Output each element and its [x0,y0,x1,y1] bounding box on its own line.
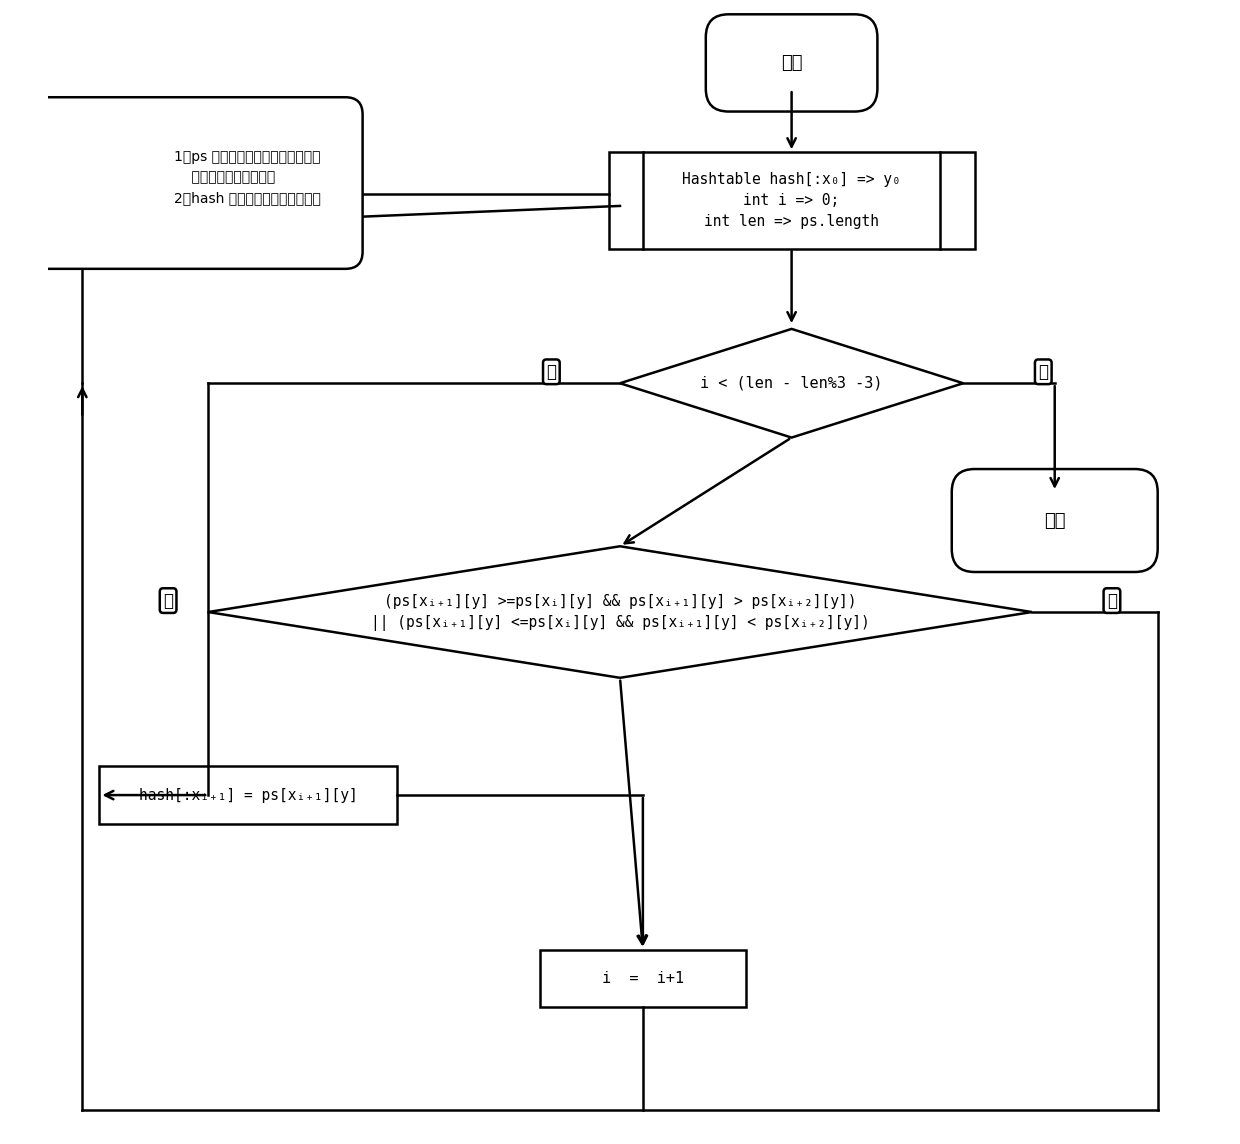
Text: i  =  i+1: i = i+1 [601,970,684,986]
Bar [99,766,397,824]
Bar [539,950,745,1007]
FancyBboxPatch shape [706,15,878,111]
Text: 开始: 开始 [781,54,802,72]
Polygon shape [208,546,1032,677]
Text: Hashtable hash[:x₀] => y₀
int i => 0;
int len => ps.length: Hashtable hash[:x₀] => y₀ int i => 0; in… [682,172,901,229]
Bar [609,152,975,249]
FancyBboxPatch shape [952,469,1158,572]
Text: 否: 否 [1038,363,1048,381]
Text: 是: 是 [164,591,174,610]
Text: hash[:xᵢ₊₁] = ps[xᵢ₊₁][y]: hash[:xᵢ₊₁] = ps[xᵢ₊₁][y] [139,787,357,803]
Text: 否: 否 [1107,591,1117,610]
Polygon shape [620,329,963,437]
FancyBboxPatch shape [7,97,362,269]
Text: i < (len - len%3 -3): i < (len - len%3 -3) [701,375,883,391]
Text: 结束: 结束 [1044,511,1065,530]
Text: 是: 是 [547,363,557,381]
Text: (ps[xᵢ₊₁][y] >=ps[xᵢ][y] && ps[xᵢ₊₁][y] > ps[xᵢ₊₂][y])
|| (ps[xᵢ₊₁][y] <=ps[xᵢ][: (ps[xᵢ₊₁][y] >=ps[xᵢ][y] && ps[xᵢ₊₁][y] … [371,594,869,630]
Text: 1、ps 表示化学指纹图谱的数据点集
    合，用二维数组表示；
2、hash 表示获取的特征点集合。: 1、ps 表示化学指纹图谱的数据点集 合，用二维数组表示； 2、hash 表示获… [174,150,321,205]
